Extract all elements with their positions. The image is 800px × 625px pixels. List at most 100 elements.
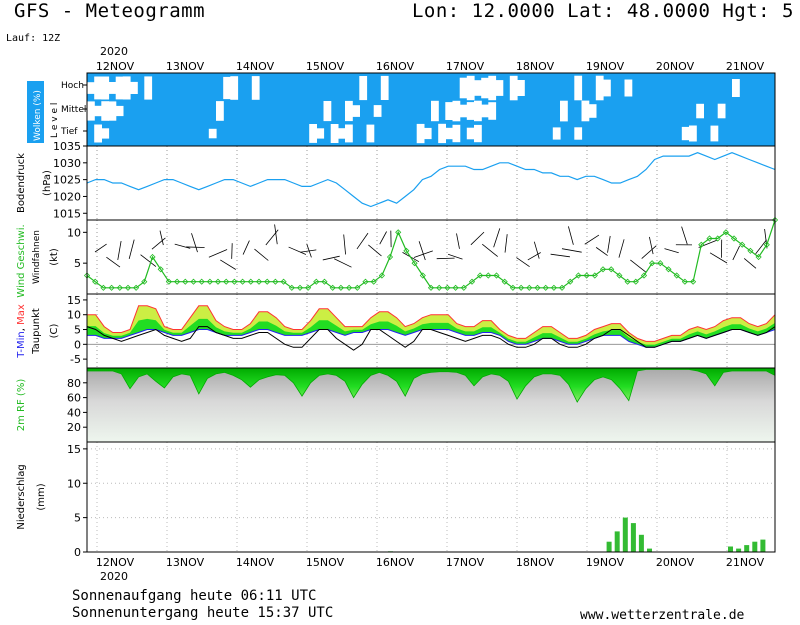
cloud-gap [488, 102, 497, 120]
wind-barb [208, 249, 228, 258]
wind-barb [618, 239, 625, 258]
wind-barb [584, 234, 600, 245]
wind-speed-point [739, 241, 746, 248]
cloud-gap [474, 124, 482, 143]
wind-barb [493, 228, 501, 248]
precip-unit: (mm) [36, 483, 47, 510]
cloud-gap [495, 80, 504, 96]
wind-speed-point [255, 278, 263, 285]
wind-speed-point [558, 284, 566, 291]
x-tick-bottom: 12NOV [96, 556, 135, 569]
x-tick-top: 16NOV [376, 60, 415, 73]
cloud-gap [624, 79, 633, 97]
wind-barb [231, 243, 233, 259]
wind-barb [288, 246, 307, 255]
year-label-top: 2020 [100, 45, 128, 58]
cloud-gap [438, 123, 446, 144]
wind-speed-point [313, 278, 320, 285]
wind-barb [159, 230, 164, 246]
wind-barb [595, 247, 608, 256]
temp-ylabel-part: T-Min [16, 331, 27, 359]
cloud-label-bg [27, 81, 44, 143]
cloud-gap [466, 102, 475, 120]
wind-speed-point [616, 272, 623, 279]
wind-speed-point [444, 284, 451, 291]
wind-speed-point [452, 284, 459, 291]
cloud-level-label: Hoch [61, 81, 84, 91]
cloud-gap [130, 81, 138, 94]
cloud-gap [101, 128, 110, 139]
cloud-gap [595, 75, 604, 101]
cloud-gap [681, 126, 690, 141]
wind-speed-point [624, 278, 631, 285]
wind-barb [242, 240, 250, 255]
cloud-gap [345, 124, 353, 143]
pressure-ytick-label: 1020 [53, 190, 81, 203]
wind-barb [561, 248, 582, 253]
wind-speed-point [198, 278, 205, 285]
x-tick-bottom: 16NOV [376, 556, 415, 569]
wind-speed-point [214, 278, 222, 285]
tmax-line [87, 305, 776, 342]
cloud-gap [603, 79, 611, 97]
cloud-gap [87, 101, 95, 121]
wind-speed-point [157, 266, 164, 273]
cloud-gap [423, 127, 432, 140]
wind-speed-point [673, 272, 680, 279]
wind-speed-point [640, 272, 648, 279]
wind-barb [516, 257, 530, 268]
x-tick-top: 14NOV [236, 60, 275, 73]
wind-barb [732, 245, 740, 261]
wind-speed-point [116, 284, 123, 291]
wind-speed-point [264, 278, 271, 285]
wind-frame [86, 219, 776, 295]
wind-speed-line [86, 219, 776, 289]
pressure-frame [86, 145, 776, 221]
cloud-gap [366, 124, 375, 143]
wind-speed-point [92, 278, 99, 285]
wind-barb [743, 258, 757, 269]
precip-ylabel: Niederschlag [16, 464, 27, 529]
wind-speed-point [346, 284, 353, 291]
cloud-level-label: Mittel [61, 105, 86, 115]
cloud-gap [216, 101, 224, 121]
source-url: www.wetterzentrale.de [580, 608, 745, 623]
wind-speed-point [182, 278, 189, 285]
wind-ylabel: Wind Geschwi. [16, 224, 27, 297]
temperature-ytick-label: 0 [74, 338, 81, 351]
temperature-ytick-label: -5 [70, 353, 81, 366]
precip-bar [630, 523, 636, 552]
wind-barb [322, 255, 340, 261]
cloud-gap [223, 76, 231, 100]
wind-speed-point [280, 278, 287, 285]
cloud-gap [488, 75, 497, 101]
wind-speed-point [542, 284, 549, 291]
humidity-bg [87, 368, 775, 442]
cloud-gap [452, 100, 461, 122]
wind-speed-point [337, 284, 344, 291]
wind-barb [174, 243, 191, 249]
cloud-gap [431, 100, 439, 122]
wind-speed-point [231, 278, 238, 285]
precip-bar [744, 545, 750, 552]
precip-bar [752, 541, 758, 552]
pressure-ytick-label: 1035 [53, 140, 81, 153]
temp-unit: (C) [49, 324, 60, 339]
pressure-line [86, 152, 776, 208]
humidity-ytick-label: 60 [67, 392, 81, 405]
wind-speed-point [534, 284, 541, 291]
x-tick-top: 15NOV [306, 60, 345, 73]
precip-bar [622, 517, 628, 552]
x-tick-bottom: 20NOV [656, 556, 695, 569]
wind-barb [117, 241, 122, 260]
wind-speed-point [272, 278, 279, 285]
wind-speed-point [124, 284, 132, 291]
wind-barb [265, 229, 279, 246]
cloud-gap [481, 77, 489, 99]
cloud-ylabel: Wolken (%) [33, 90, 43, 141]
sunset-text: Sonnenuntergang heute 15:37 UTC [72, 605, 334, 621]
wind-speed-point [665, 266, 672, 273]
cloud-gap [732, 79, 740, 97]
wind-barb [140, 254, 157, 267]
cloud-gap [560, 100, 568, 122]
